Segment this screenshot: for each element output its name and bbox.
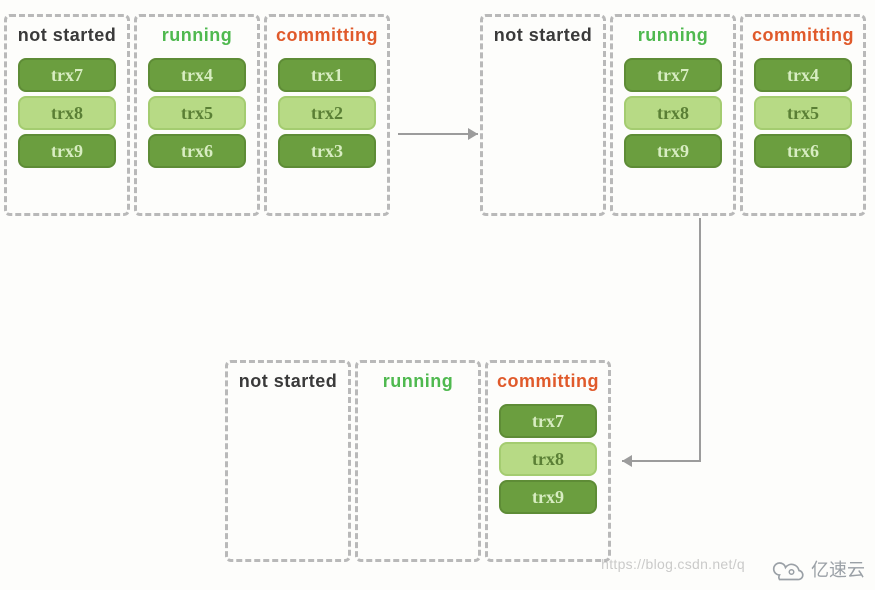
watermark-text: https://blog.csdn.net/q [601, 556, 745, 572]
arrow [0, 0, 875, 590]
watermark-logo-text: 亿速云 [811, 556, 865, 582]
watermark-logo: 亿速云 [769, 556, 865, 582]
cloud-icon [769, 557, 805, 581]
